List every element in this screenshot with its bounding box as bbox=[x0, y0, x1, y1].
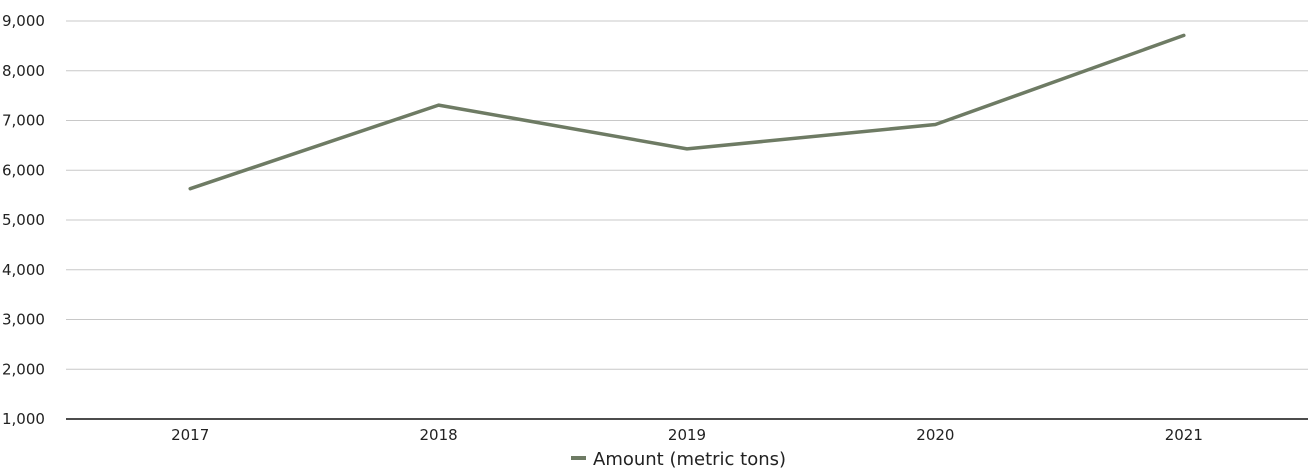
y-tick-label: 8,000 bbox=[2, 62, 45, 80]
y-tick-label: 6,000 bbox=[2, 161, 45, 179]
x-axis-tick-labels: 2017 2018 2019 2020 2021 bbox=[171, 426, 1203, 444]
y-tick-label: 5,000 bbox=[2, 211, 45, 229]
series-layer bbox=[188, 33, 1186, 191]
x-tick-label: 2018 bbox=[420, 426, 458, 444]
y-axis-tick-labels: 1,000 2,000 3,000 4,000 5,000 6,000 7,000 8,000… bbox=[2, 12, 45, 428]
y-tick-label: 2,000 bbox=[2, 360, 45, 378]
y-tick-label: 1,000 bbox=[2, 410, 45, 428]
series-line-1 bbox=[188, 33, 1186, 191]
x-tick-label: 2017 bbox=[171, 426, 209, 444]
y-tick-label: 3,000 bbox=[2, 311, 45, 329]
legend-label-series-1: Amount (metric tons) bbox=[593, 449, 786, 470]
x-tick-label: 2020 bbox=[916, 426, 954, 444]
y-tick-label: 9,000 bbox=[2, 12, 45, 30]
x-tick-label: 2021 bbox=[1165, 426, 1203, 444]
y-tick-label: 4,000 bbox=[2, 261, 45, 279]
y-tick-label: 7,000 bbox=[2, 112, 45, 130]
legend: Amount (metric tons) bbox=[571, 449, 786, 470]
x-tick-label: 2019 bbox=[668, 426, 706, 444]
grid-layer bbox=[66, 20, 1308, 370]
